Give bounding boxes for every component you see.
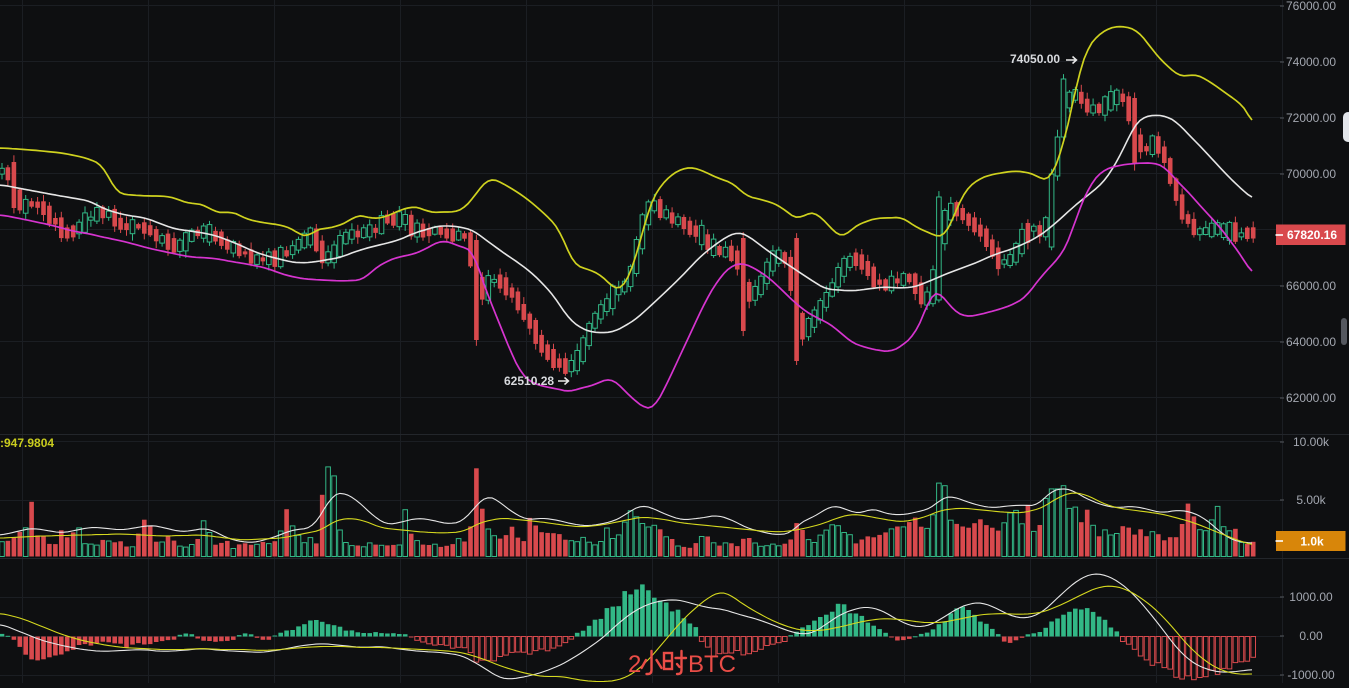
svg-text:5.00k: 5.00k [1296, 493, 1326, 507]
svg-text:62510.28: 62510.28 [504, 374, 554, 388]
svg-text:70000.00: 70000.00 [1286, 167, 1336, 181]
svg-text:-1000.00: -1000.00 [1287, 668, 1335, 682]
svg-text:BTC: BTC [688, 651, 736, 678]
svg-text:0.00: 0.00 [1299, 629, 1323, 643]
svg-text::947.9804: :947.9804 [0, 436, 54, 450]
svg-text:62000.00: 62000.00 [1286, 391, 1336, 405]
svg-text:74050.00: 74050.00 [1010, 52, 1060, 66]
svg-text:1000.00: 1000.00 [1289, 590, 1333, 604]
svg-text:67820.16: 67820.16 [1287, 228, 1337, 242]
svg-text:10.00k: 10.00k [1293, 435, 1330, 449]
svg-text:2: 2 [628, 651, 641, 678]
svg-text:74000.00: 74000.00 [1286, 55, 1336, 69]
svg-text:66000.00: 66000.00 [1286, 279, 1336, 293]
svg-text:76000.00: 76000.00 [1286, 0, 1336, 13]
svg-text:64000.00: 64000.00 [1286, 335, 1336, 349]
svg-text:1.0k: 1.0k [1300, 535, 1324, 549]
svg-text:72000.00: 72000.00 [1286, 111, 1336, 125]
